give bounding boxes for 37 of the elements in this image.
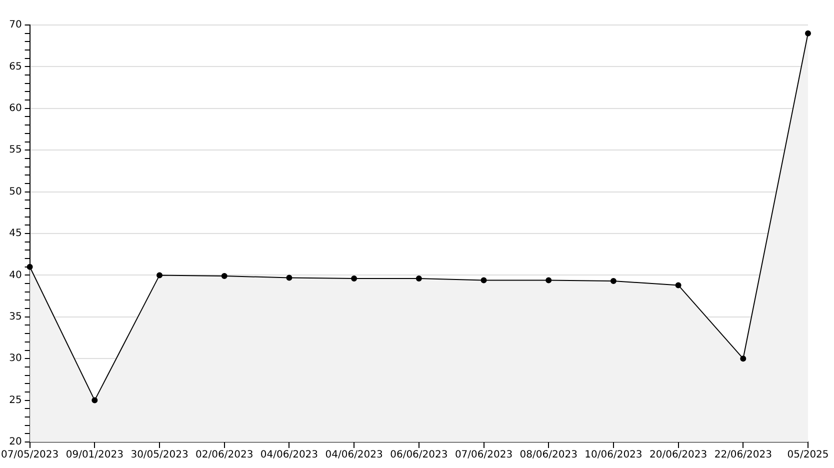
x-tick-label: 20/06/2023: [649, 450, 708, 461]
point: [416, 276, 422, 282]
x-tick-label: 08/06/2023: [520, 450, 578, 461]
x-tick-label: 06/06/2023: [390, 450, 448, 461]
y-tick-label: 70: [9, 20, 22, 31]
x-tick-label: 22/06/2023: [714, 450, 772, 461]
x-tick-label: 30/05/2023: [130, 450, 188, 461]
y-tick-label: 35: [9, 311, 22, 322]
x-tick-label: 04/06/2023: [260, 450, 318, 461]
x-tick-label: 07/05/2023: [1, 450, 59, 461]
x-tick-label: 07/06/2023: [454, 450, 513, 461]
x-tick-label: 05/2025: [787, 450, 829, 461]
y-tick-label: 40: [9, 270, 22, 281]
y-tick-label: 25: [9, 394, 22, 406]
y-tick-label: 60: [9, 102, 22, 114]
point: [740, 356, 746, 362]
y-tick-label: 50: [9, 186, 22, 198]
point: [221, 273, 228, 280]
point: [156, 272, 163, 278]
point: [546, 277, 552, 284]
point: [805, 30, 811, 36]
y-tick-label: 30: [9, 353, 22, 364]
point: [92, 397, 98, 404]
x-tick-label: 10/06/2023: [584, 450, 642, 461]
y-tick-label: 65: [9, 61, 22, 72]
point: [351, 276, 358, 282]
point: [610, 278, 616, 284]
x-tick-label: 02/06/2023: [196, 450, 254, 461]
point: [26, 264, 33, 270]
y-tick-label: 55: [9, 144, 22, 156]
y-tick-label: 20: [9, 436, 22, 448]
point: [675, 282, 682, 288]
point: [286, 274, 292, 281]
x-tick-label: 09/01/2023: [66, 450, 124, 461]
y-tick-label: 45: [9, 228, 22, 240]
x-tick-label: 04/06/2023: [325, 450, 383, 461]
point: [480, 277, 487, 284]
